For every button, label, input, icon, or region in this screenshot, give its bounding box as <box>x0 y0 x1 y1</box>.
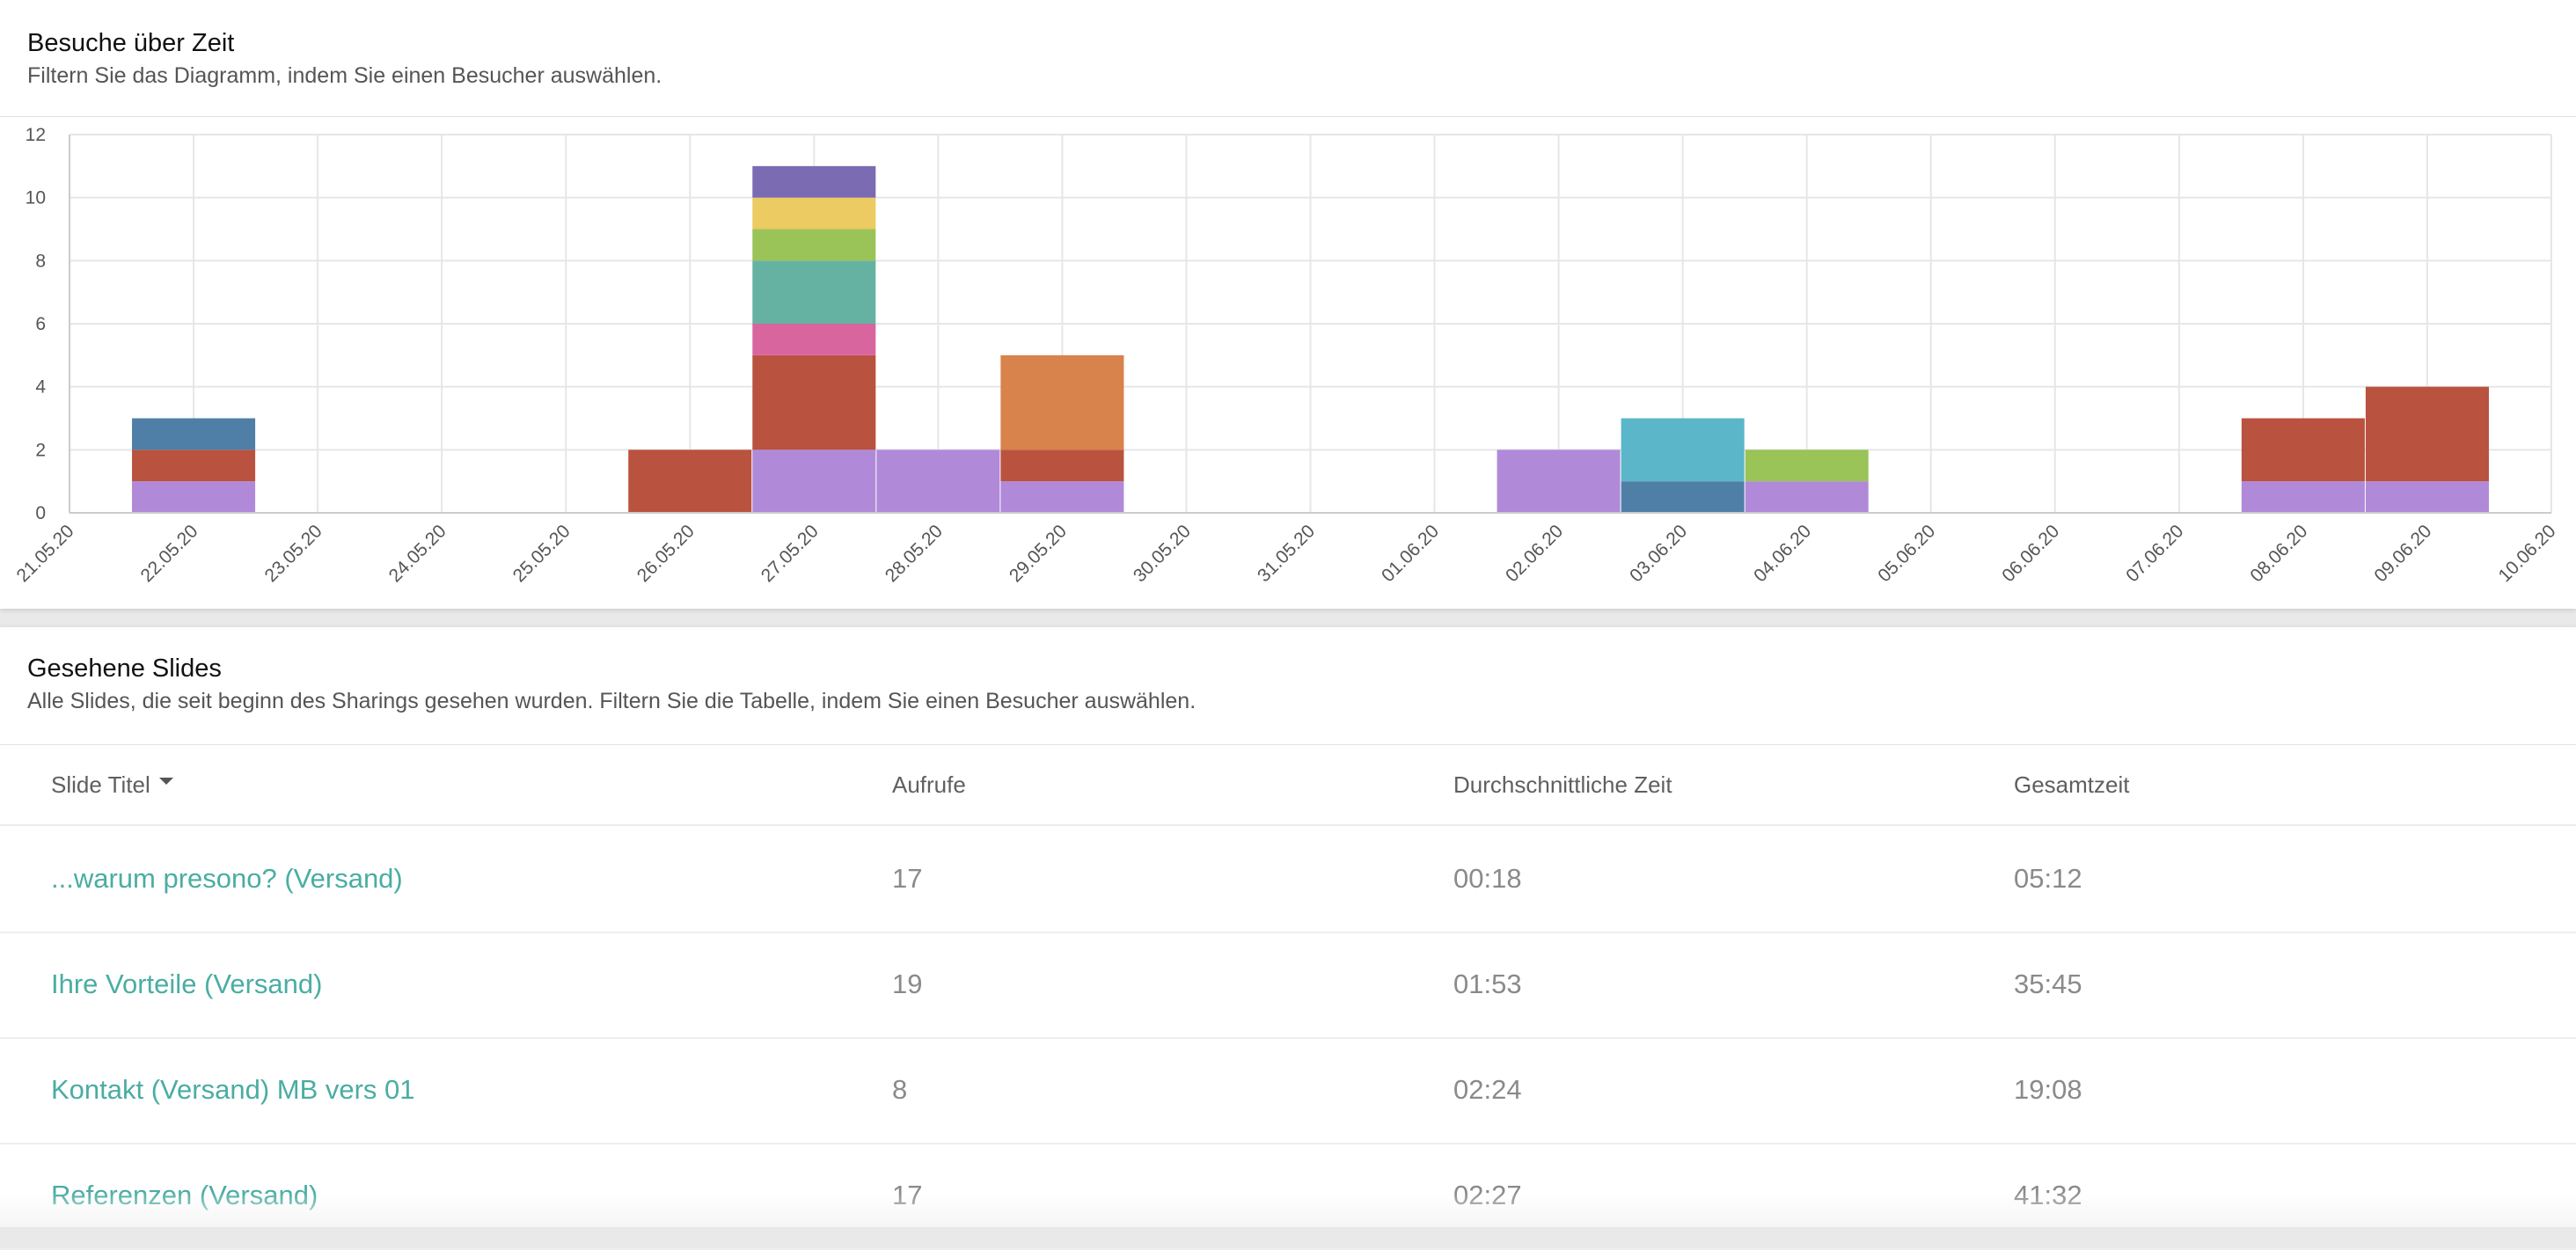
y-tick-label: 6 <box>35 314 46 334</box>
slides-table-header: Slide Titel Aufrufe Durchschnittliche Ze… <box>0 745 2576 826</box>
slide-total-time: 35:45 <box>2014 969 2082 999</box>
slide-total-time: 05:12 <box>2014 863 2082 894</box>
chart-bar-segment[interactable] <box>2241 481 2365 513</box>
y-tick-label: 8 <box>35 251 46 271</box>
visits-card-subtitle: Filtern Sie das Diagramm, indem Sie eine… <box>27 63 662 88</box>
x-tick-label: 09.06.20 <box>2370 521 2435 586</box>
slides-card-subtitle: Alle Slides, die seit beginn des Sharing… <box>27 689 1197 713</box>
slide-views: 19 <box>892 969 923 999</box>
x-tick-label: 30.05.20 <box>1130 521 1195 586</box>
slide-avg-time: 01:53 <box>1453 969 1522 999</box>
x-tick-label: 24.05.20 <box>385 521 450 586</box>
slide-title-link[interactable]: ...warum presono? (Versand) <box>51 863 403 894</box>
slides-card-title: Gesehene Slides <box>27 654 222 683</box>
chart-bar-segment[interactable] <box>1621 418 1745 482</box>
column-header-avg-time[interactable]: Durchschnittliche Zeit <box>1453 771 1672 798</box>
chart-bar-segment[interactable] <box>752 229 876 261</box>
visits-card-divider <box>0 116 2576 117</box>
chart-bar-segment[interactable] <box>2365 386 2489 482</box>
x-tick-label: 26.05.20 <box>633 521 699 586</box>
x-tick-label: 29.05.20 <box>1006 521 1071 586</box>
table-row[interactable]: ...warum presono? (Versand) 17 00:18 05:… <box>0 826 2576 933</box>
chart-bar-segment[interactable] <box>1621 481 1745 513</box>
table-row[interactable]: Ihre Vorteile (Versand) 19 01:53 35:45 <box>0 932 2576 1039</box>
x-tick-label: 25.05.20 <box>509 521 574 586</box>
chart-bar-segment[interactable] <box>1000 355 1124 450</box>
chart-bar-segment[interactable] <box>132 481 256 513</box>
chart-bar-segment[interactable] <box>2365 481 2489 513</box>
slide-total-time: 19:08 <box>2014 1074 2082 1105</box>
column-header-total-time[interactable]: Gesamtzeit <box>2014 771 2130 798</box>
chart-bar-segment[interactable] <box>1000 450 1124 482</box>
slides-card-header: Gesehene Slides Alle Slides, die seit be… <box>27 652 1196 716</box>
x-tick-label: 31.05.20 <box>1254 521 1319 586</box>
y-tick-label: 0 <box>35 503 46 523</box>
chart-bar-segment[interactable] <box>752 260 876 324</box>
chart-bar-segment[interactable] <box>628 450 752 513</box>
x-tick-label: 10.06.20 <box>2494 521 2559 586</box>
y-tick-label: 12 <box>26 125 46 145</box>
x-tick-label: 23.05.20 <box>261 521 326 586</box>
x-tick-label: 06.06.20 <box>1998 521 2063 586</box>
x-tick-label: 03.06.20 <box>1626 521 1691 586</box>
chart-bar-segment[interactable] <box>2241 418 2365 482</box>
chart-bar-segment[interactable] <box>752 450 876 513</box>
seen-slides-card: Gesehene Slides Alle Slides, die seit be… <box>0 627 2576 1250</box>
x-tick-label: 22.05.20 <box>137 521 202 586</box>
visits-chart[interactable]: 0 2 4 6 8 10 12 21.05.20 22.05.20 23.05.20 24.05.2… <box>0 0 2576 609</box>
chart-bar-segment[interactable] <box>752 324 876 355</box>
slide-views: 8 <box>892 1074 908 1105</box>
x-tick-label: 28.05.20 <box>882 521 947 586</box>
slide-avg-time: 00:18 <box>1453 863 1522 894</box>
column-header-slide-title[interactable]: Slide Titel <box>51 745 173 824</box>
visits-card-title: Besuche über Zeit <box>27 29 235 57</box>
chart-bar-segment[interactable] <box>132 450 256 482</box>
x-tick-label: 05.06.20 <box>1874 521 1939 586</box>
table-row[interactable]: Kontakt (Versand) MB vers 01 8 02:24 19:… <box>0 1037 2576 1144</box>
scroll-fade <box>0 1192 2576 1227</box>
column-header-label: Slide Titel <box>51 771 150 798</box>
visits-over-time-card: Besuche über Zeit Filtern Sie das Diagra… <box>0 0 2576 609</box>
slide-title-link[interactable]: Kontakt (Versand) MB vers 01 <box>51 1074 415 1105</box>
slides-card-divider <box>0 744 2576 745</box>
visits-card-header: Besuche über Zeit Filtern Sie das Diagra… <box>27 26 662 91</box>
x-tick-label: 21.05.20 <box>12 521 77 586</box>
x-tick-label: 07.06.20 <box>2122 521 2187 586</box>
slide-title-link[interactable]: Ihre Vorteile (Versand) <box>51 969 323 999</box>
chart-bar-segment[interactable] <box>132 418 256 450</box>
slide-avg-time: 02:24 <box>1453 1074 1522 1105</box>
x-tick-label: 02.06.20 <box>1502 521 1567 586</box>
x-tick-label: 04.06.20 <box>1750 521 1815 586</box>
chart-bar-segment[interactable] <box>1497 450 1621 513</box>
chart-bar-segment[interactable] <box>752 165 876 198</box>
sort-caret-icon <box>158 778 173 786</box>
y-tick-label: 2 <box>35 440 46 460</box>
chart-bar-segment[interactable] <box>752 197 876 230</box>
y-tick-label: 4 <box>35 377 46 398</box>
x-tick-label: 01.06.20 <box>1378 521 1443 586</box>
slide-views: 17 <box>892 863 923 894</box>
chart-bar-segment[interactable] <box>1000 481 1124 513</box>
chart-bar-segment[interactable] <box>1745 481 1869 513</box>
chart-bar-segment[interactable] <box>1745 450 1869 482</box>
chart-bar-segment[interactable] <box>752 355 876 450</box>
x-tick-label: 08.06.20 <box>2246 521 2311 586</box>
x-tick-label: 27.05.20 <box>757 521 823 586</box>
column-header-views[interactable]: Aufrufe <box>892 771 966 798</box>
y-tick-label: 10 <box>26 188 46 208</box>
chart-bar-segment[interactable] <box>876 450 1000 513</box>
